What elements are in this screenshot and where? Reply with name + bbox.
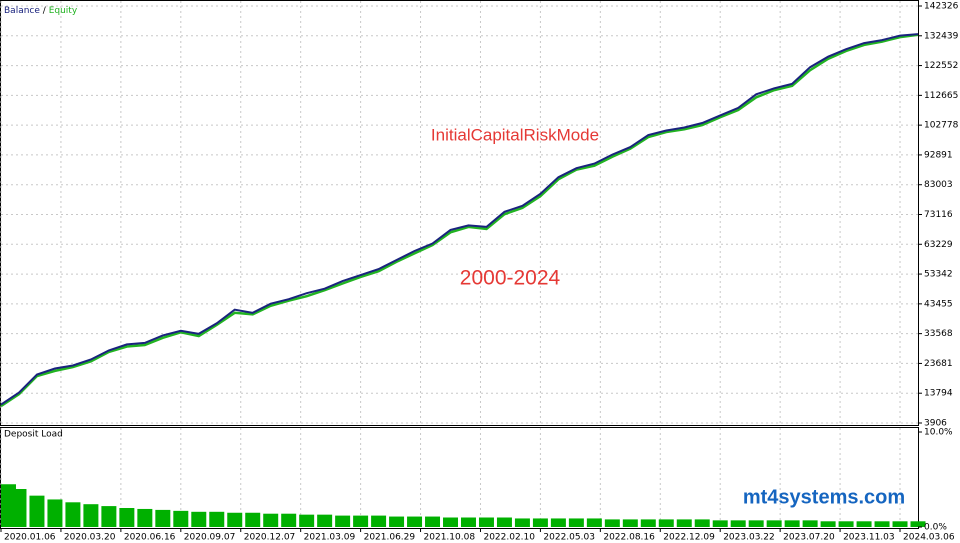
- x-tick-label: 2024.03.06: [903, 533, 955, 543]
- load-title: Deposit Load: [4, 430, 63, 440]
- bar: [640, 519, 656, 527]
- bar: [101, 506, 117, 527]
- bar: [335, 515, 351, 527]
- bar: [425, 516, 441, 527]
- bar: [586, 518, 602, 527]
- bar: [47, 499, 63, 527]
- bar: [766, 520, 782, 527]
- bar: [155, 509, 171, 527]
- bar: [820, 521, 836, 527]
- x-tick-label: 2022.02.10: [483, 533, 535, 543]
- y-tick-label: 13794: [924, 389, 953, 399]
- x-tick-label: 2020.09.07: [184, 533, 236, 543]
- bar: [389, 516, 405, 527]
- x-tick-label: 2021.10.08: [424, 533, 476, 543]
- bar: [83, 504, 99, 527]
- bar: [910, 521, 926, 527]
- legend: Balance / Equity: [4, 6, 78, 16]
- bar: [191, 511, 207, 527]
- bar: [407, 516, 423, 527]
- x-tick-label: 2021.03.09: [304, 533, 356, 543]
- bar: [838, 521, 854, 527]
- bar: [532, 518, 548, 527]
- bar: [245, 512, 261, 527]
- bar: [658, 519, 674, 527]
- bar: [281, 513, 297, 527]
- x-tick-label: 2022.08.16: [603, 533, 655, 543]
- y-tick-label: 112665: [924, 91, 958, 101]
- x-tick-label: 2022.05.03: [543, 533, 595, 543]
- bar: [299, 514, 315, 527]
- y-tick-label: 10.0%: [924, 428, 953, 438]
- bar: [29, 495, 45, 527]
- y-tick-label: 142326: [924, 2, 959, 12]
- x-tick-label: 2023.03.22: [723, 533, 775, 543]
- bar: [65, 502, 81, 527]
- y-tick-label: 23681: [924, 359, 953, 369]
- y-tick-label: 0.0%: [924, 523, 947, 533]
- series-line: [0, 33, 919, 408]
- bar: [694, 519, 710, 527]
- bar: [496, 517, 512, 527]
- x-tick-label: 2020.03.20: [64, 533, 116, 543]
- main-frame: [0, 0, 919, 426]
- y-tick-label: 53342: [924, 270, 953, 280]
- bar: [119, 508, 135, 527]
- bar: [173, 510, 189, 527]
- y-tick-label: 63229: [924, 240, 953, 250]
- y-tick-label: 92891: [924, 150, 953, 160]
- bar: [802, 520, 818, 527]
- bar: [712, 520, 728, 527]
- bar: [317, 514, 333, 527]
- series-line: [0, 33, 919, 406]
- legend-balance: Balance: [4, 6, 40, 16]
- bar: [748, 520, 764, 527]
- bar: [784, 520, 800, 527]
- bar: [550, 518, 566, 527]
- y-tick-label: 122552: [924, 61, 958, 71]
- x-tick-label: 2020.01.06: [4, 533, 56, 543]
- watermark: mt4systems.com: [743, 486, 905, 508]
- bar: [443, 517, 459, 527]
- bar: [874, 521, 890, 527]
- bar: [371, 515, 387, 527]
- bar: [730, 520, 746, 527]
- bar: [137, 508, 153, 527]
- bar: [209, 511, 225, 527]
- annotation: InitialCapitalRiskMode: [431, 125, 599, 144]
- bar: [856, 521, 872, 527]
- bar: [514, 518, 530, 527]
- bar: [478, 517, 494, 527]
- x-tick-label: 2023.07.20: [783, 533, 835, 543]
- annotation: 2000-2024: [460, 267, 561, 290]
- bar: [622, 519, 638, 527]
- load-frame: [0, 427, 919, 529]
- legend-equity: Equity: [49, 6, 78, 16]
- x-tick-label: 2021.06.29: [364, 533, 416, 543]
- bar: [353, 515, 369, 527]
- y-tick-label: 102778: [924, 121, 959, 131]
- bar: [604, 519, 620, 527]
- y-tick-label: 43455: [924, 299, 953, 309]
- x-tick-label: 2022.12.09: [663, 533, 715, 543]
- x-tick-label: 2020.06.16: [124, 533, 176, 543]
- x-tick-label: 2023.11.03: [843, 533, 895, 543]
- bar: [11, 489, 27, 527]
- bar: [568, 518, 584, 527]
- bar: [892, 521, 908, 527]
- bar: [227, 512, 243, 527]
- x-tick-label: 2020.12.07: [244, 533, 296, 543]
- bar: [263, 513, 279, 527]
- y-tick-label: 3906: [924, 419, 947, 429]
- y-tick-label: 33568: [924, 329, 953, 339]
- y-tick-label: 83003: [924, 180, 953, 190]
- y-tick-label: 73116: [924, 210, 953, 220]
- y-tick-label: 132439: [924, 31, 959, 41]
- bar: [676, 519, 692, 527]
- bar: [460, 517, 476, 527]
- legend-separator: /: [43, 6, 47, 16]
